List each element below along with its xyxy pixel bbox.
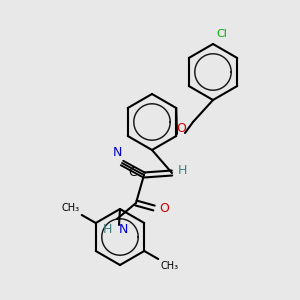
Text: CH₃: CH₃ — [160, 261, 178, 271]
Text: O: O — [159, 202, 169, 214]
Text: H: H — [178, 164, 188, 178]
Text: N: N — [119, 223, 128, 236]
Text: N: N — [112, 146, 122, 159]
Text: H: H — [103, 223, 112, 236]
Text: C: C — [128, 167, 137, 179]
Text: O: O — [176, 122, 186, 136]
Text: CH₃: CH₃ — [61, 203, 80, 213]
Text: Cl: Cl — [216, 29, 227, 39]
